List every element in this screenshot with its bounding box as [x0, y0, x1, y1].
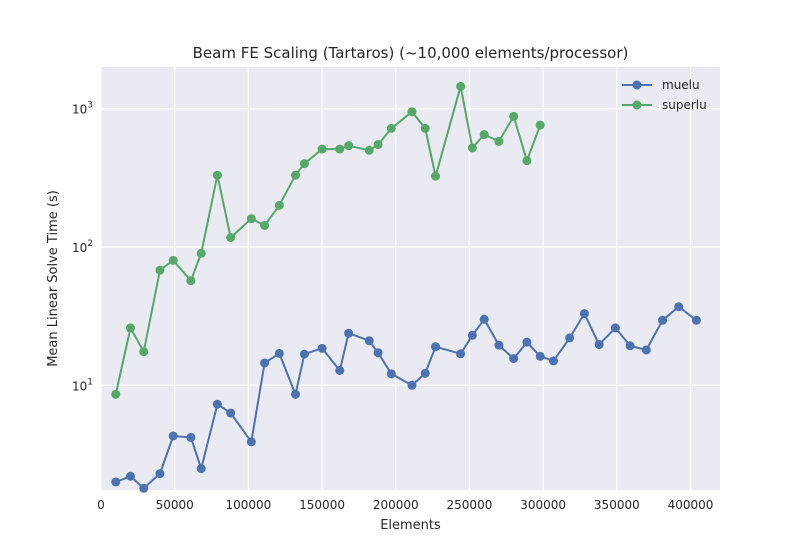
muelu-point	[260, 358, 270, 368]
muelu-point	[364, 336, 374, 346]
muelu-point	[226, 408, 236, 418]
muelu-line	[115, 305, 698, 490]
muelu-point	[291, 389, 301, 399]
superlu-point	[373, 140, 383, 150]
muelu-point	[317, 343, 327, 353]
legend-label: superlu	[662, 98, 707, 112]
legend-marker	[632, 100, 642, 110]
superlu-point	[420, 123, 430, 133]
superlu-point	[344, 141, 354, 151]
superlu-point	[364, 145, 374, 155]
muelu-point	[456, 349, 466, 359]
series-muelu	[111, 302, 701, 493]
muelu-point	[565, 333, 575, 343]
x-tick-label: 150000	[299, 498, 345, 512]
muelu-point	[658, 315, 668, 325]
muelu-point	[641, 345, 651, 355]
y-tick-label: 102	[72, 239, 93, 255]
superlu-point	[407, 107, 417, 117]
x-tick-label: 350000	[594, 498, 640, 512]
superlu-point	[467, 143, 477, 153]
muelu-point	[522, 337, 532, 347]
muelu-point	[196, 464, 206, 474]
y-axis: 101 102 103	[72, 101, 93, 394]
muelu-point	[168, 431, 178, 441]
muelu-point	[386, 369, 396, 379]
y-axis-label: Mean Linear Solve Time (s)	[46, 190, 61, 367]
legend-label: muelu	[662, 78, 700, 92]
muelu-point	[674, 302, 684, 312]
superlu-point	[212, 170, 222, 180]
y-tick-label: 103	[72, 101, 93, 117]
superlu-point	[226, 233, 236, 243]
superlu-point	[479, 130, 489, 140]
superlu-point	[494, 136, 504, 146]
muelu-point	[579, 309, 589, 319]
muelu-point	[186, 432, 196, 442]
x-tick-label: 100000	[225, 498, 271, 512]
superlu-point	[274, 200, 284, 210]
muelu-point	[246, 437, 256, 447]
y-tick-label: 101	[72, 377, 93, 393]
superlu-point	[196, 248, 206, 258]
superlu-point	[111, 389, 121, 399]
muelu-point	[139, 483, 149, 493]
muelu-point	[111, 477, 121, 487]
superlu-point	[456, 81, 466, 91]
muelu-point	[335, 365, 345, 375]
muelu-point	[509, 354, 519, 364]
legend-item-superlu: superlu	[622, 98, 707, 112]
muelu-point	[212, 399, 222, 409]
muelu-point	[420, 368, 430, 378]
superlu-point	[535, 120, 545, 130]
chart-title: Beam FE Scaling (Tartaros) (~10,000 elem…	[193, 44, 629, 62]
muelu-point	[467, 330, 477, 340]
superlu-point	[317, 144, 327, 154]
muelu-point	[535, 351, 545, 361]
muelu-point	[344, 328, 354, 338]
superlu-point	[509, 111, 519, 121]
superlu-point	[291, 170, 301, 180]
superlu-point	[299, 159, 309, 169]
x-tick-label: 400000	[668, 498, 714, 512]
muelu-point	[548, 356, 558, 366]
x-tick-label: 0	[97, 498, 105, 512]
superlu-point	[522, 156, 532, 166]
muelu-point	[494, 340, 504, 350]
superlu-point	[246, 214, 256, 224]
muelu-point	[625, 341, 635, 351]
muelu-point	[407, 380, 417, 390]
x-axis: 0 50000 100000 150000 200000 250000 300000 3500…	[97, 498, 713, 512]
x-tick-label: 200000	[373, 498, 419, 512]
superlu-point	[186, 276, 196, 286]
legend-marker	[632, 80, 642, 90]
superlu-point	[335, 144, 345, 154]
x-tick-label: 300000	[520, 498, 566, 512]
superlu-point	[431, 171, 441, 181]
x-tick-label: 50000	[156, 498, 194, 512]
x-tick-label: 250000	[447, 498, 493, 512]
legend-item-muelu: muelu	[622, 78, 700, 92]
muelu-point	[125, 471, 135, 481]
superlu-point	[260, 220, 270, 230]
series-superlu	[111, 81, 545, 399]
superlu-point	[155, 265, 165, 275]
superlu-point	[125, 323, 135, 333]
x-axis-label: Elements	[380, 518, 441, 533]
muelu-point	[274, 348, 284, 358]
muelu-point	[373, 348, 383, 358]
series-layer	[111, 81, 701, 493]
superlu-point	[139, 347, 149, 357]
muelu-point	[299, 349, 309, 359]
muelu-point	[594, 340, 604, 350]
superlu-point	[386, 123, 396, 133]
superlu-point	[168, 255, 178, 265]
muelu-point	[691, 315, 701, 325]
muelu-point	[155, 469, 165, 479]
legend: muelu superlu	[622, 78, 707, 112]
muelu-point	[479, 314, 489, 324]
muelu-point	[610, 323, 620, 333]
muelu-point	[431, 342, 441, 352]
